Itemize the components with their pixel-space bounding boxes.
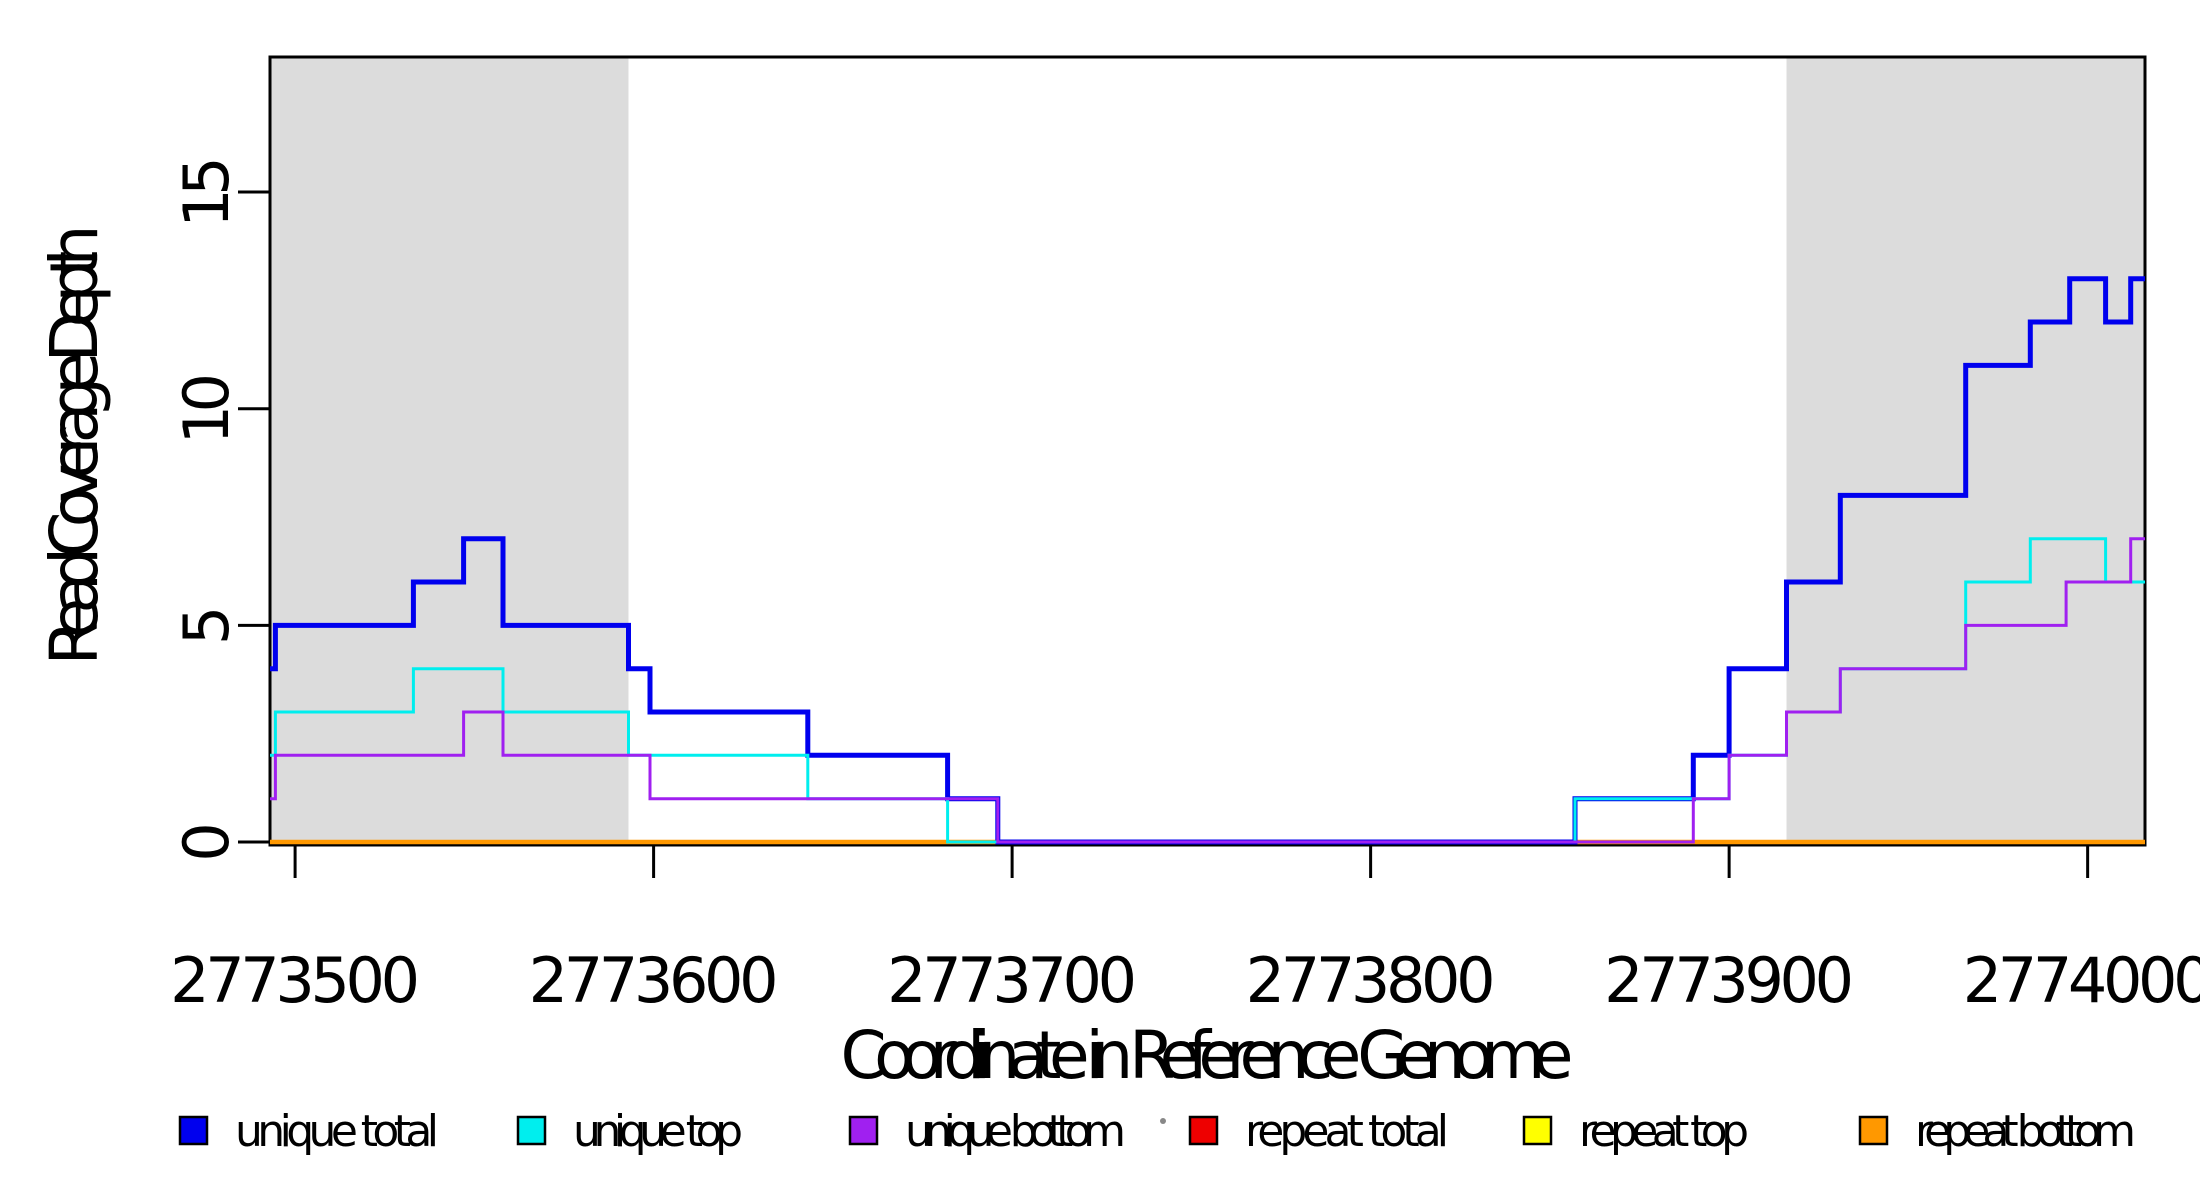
shaded-region-left bbox=[270, 57, 629, 845]
plot-box bbox=[268, 55, 2147, 847]
series-lines bbox=[270, 276, 2145, 845]
legend-label: repeat top bbox=[1579, 1106, 1749, 1157]
legend-swatch-repeat-top bbox=[1522, 1115, 1553, 1146]
legend-swatch-unique-total bbox=[178, 1115, 209, 1146]
x-tick-label: 2773500 bbox=[170, 944, 420, 1017]
legend-entry-unique-bottom: unique bottom bbox=[848, 1106, 1126, 1157]
legend-entry-unique-total: unique total bbox=[178, 1106, 439, 1157]
legend-swatch-repeat-total bbox=[1188, 1115, 1219, 1146]
legend-swatch-repeat-bottom bbox=[1858, 1115, 1889, 1146]
legend-label: repeat bottom bbox=[1915, 1106, 2136, 1157]
legend-entry-repeat-total: repeat total bbox=[1188, 1106, 1449, 1157]
legend-swatch-unique-bottom bbox=[848, 1115, 879, 1146]
legend-entry-unique-top: unique top bbox=[516, 1106, 743, 1157]
legend-entry-repeat-bottom: repeat bottom bbox=[1858, 1106, 2136, 1157]
x-axis-title: Coordinate in Reference Genome bbox=[841, 1017, 1574, 1094]
legend-label: unique bottom bbox=[905, 1106, 1126, 1157]
x-axis-tick-labels: 2773500 2773600 2773700 2773800 2773900 … bbox=[170, 944, 2200, 1017]
x-axis-ticks bbox=[293, 845, 2090, 878]
legend-label: unique top bbox=[573, 1106, 743, 1157]
x-tick-label: 2773800 bbox=[1246, 944, 1496, 1017]
y-tick-label: 0 bbox=[170, 822, 243, 861]
x-tick-label: 2773900 bbox=[1604, 944, 1854, 1017]
stray-dot-artifact bbox=[1160, 1118, 1166, 1124]
series-line-unique-bottom bbox=[270, 537, 2145, 844]
x-tick-label: 2773700 bbox=[887, 944, 1137, 1017]
x-tick-label: 2773600 bbox=[529, 944, 779, 1017]
series-line-unique-top bbox=[270, 537, 2145, 844]
y-axis-ticks bbox=[238, 190, 270, 844]
y-tick-label: 5 bbox=[170, 606, 243, 645]
x-tick-label: 2774000 bbox=[1963, 944, 2200, 1017]
legend-entry-repeat-top: repeat top bbox=[1522, 1106, 1749, 1157]
legend-swatch-unique-top bbox=[516, 1115, 547, 1146]
shaded-regions bbox=[270, 57, 2145, 845]
y-axis-tick-labels: 0 5 10 15 bbox=[170, 156, 243, 861]
y-axis-title: Read Coverage Depth bbox=[36, 225, 113, 666]
y-tick-label: 15 bbox=[170, 156, 243, 227]
y-tick-label: 10 bbox=[170, 373, 243, 444]
legend: unique total unique top unique bottom re… bbox=[178, 1106, 2136, 1157]
legend-label: unique total bbox=[235, 1106, 439, 1157]
legend-label: repeat total bbox=[1245, 1106, 1449, 1157]
